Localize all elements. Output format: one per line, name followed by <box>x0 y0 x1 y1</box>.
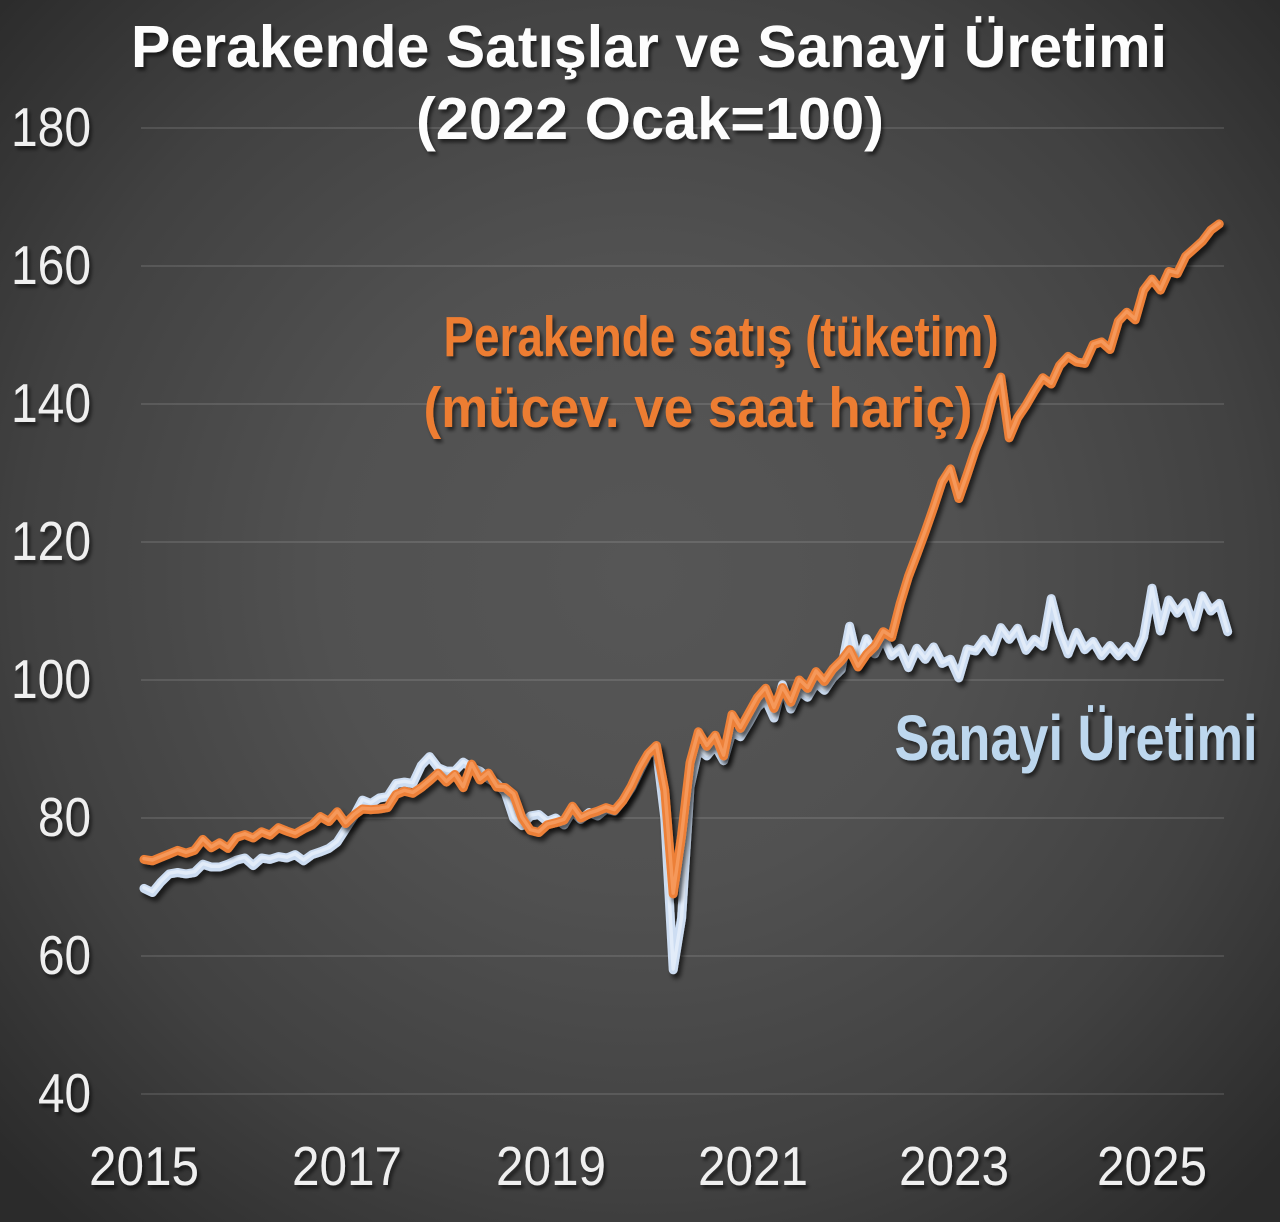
svg-text:180: 180 <box>11 96 91 158</box>
svg-text:80: 80 <box>38 786 91 848</box>
svg-text:Perakende Satışlar ve Sanayi Ü: Perakende Satışlar ve Sanayi Üretimi <box>131 14 1167 80</box>
svg-text:2023: 2023 <box>899 1135 1009 1197</box>
svg-text:2021: 2021 <box>698 1135 808 1197</box>
svg-text:Perakende satış (tüketim): Perakende satış (tüketim) <box>444 305 999 369</box>
svg-text:120: 120 <box>11 510 91 572</box>
svg-text:100: 100 <box>11 648 91 710</box>
svg-text:2019: 2019 <box>496 1135 606 1197</box>
svg-text:60: 60 <box>38 924 91 986</box>
svg-text:2025: 2025 <box>1097 1135 1207 1197</box>
svg-text:2017: 2017 <box>292 1135 402 1197</box>
svg-text:Sanayi Üretimi: Sanayi Üretimi <box>895 702 1258 774</box>
svg-text:2015: 2015 <box>89 1135 199 1197</box>
svg-text:(mücev. ve saat hariç): (mücev. ve saat hariç) <box>424 376 973 440</box>
svg-text:160: 160 <box>11 234 91 296</box>
svg-text:(2022 Ocak=100): (2022 Ocak=100) <box>416 86 884 152</box>
svg-text:140: 140 <box>11 372 91 434</box>
svg-text:40: 40 <box>38 1062 91 1124</box>
